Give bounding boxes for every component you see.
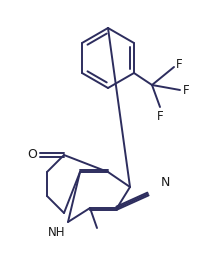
Text: F: F xyxy=(183,83,189,97)
Text: N: N xyxy=(160,176,170,188)
Text: O: O xyxy=(27,148,37,162)
Text: F: F xyxy=(176,59,182,71)
Text: NH: NH xyxy=(48,226,66,239)
Text: F: F xyxy=(157,110,163,123)
